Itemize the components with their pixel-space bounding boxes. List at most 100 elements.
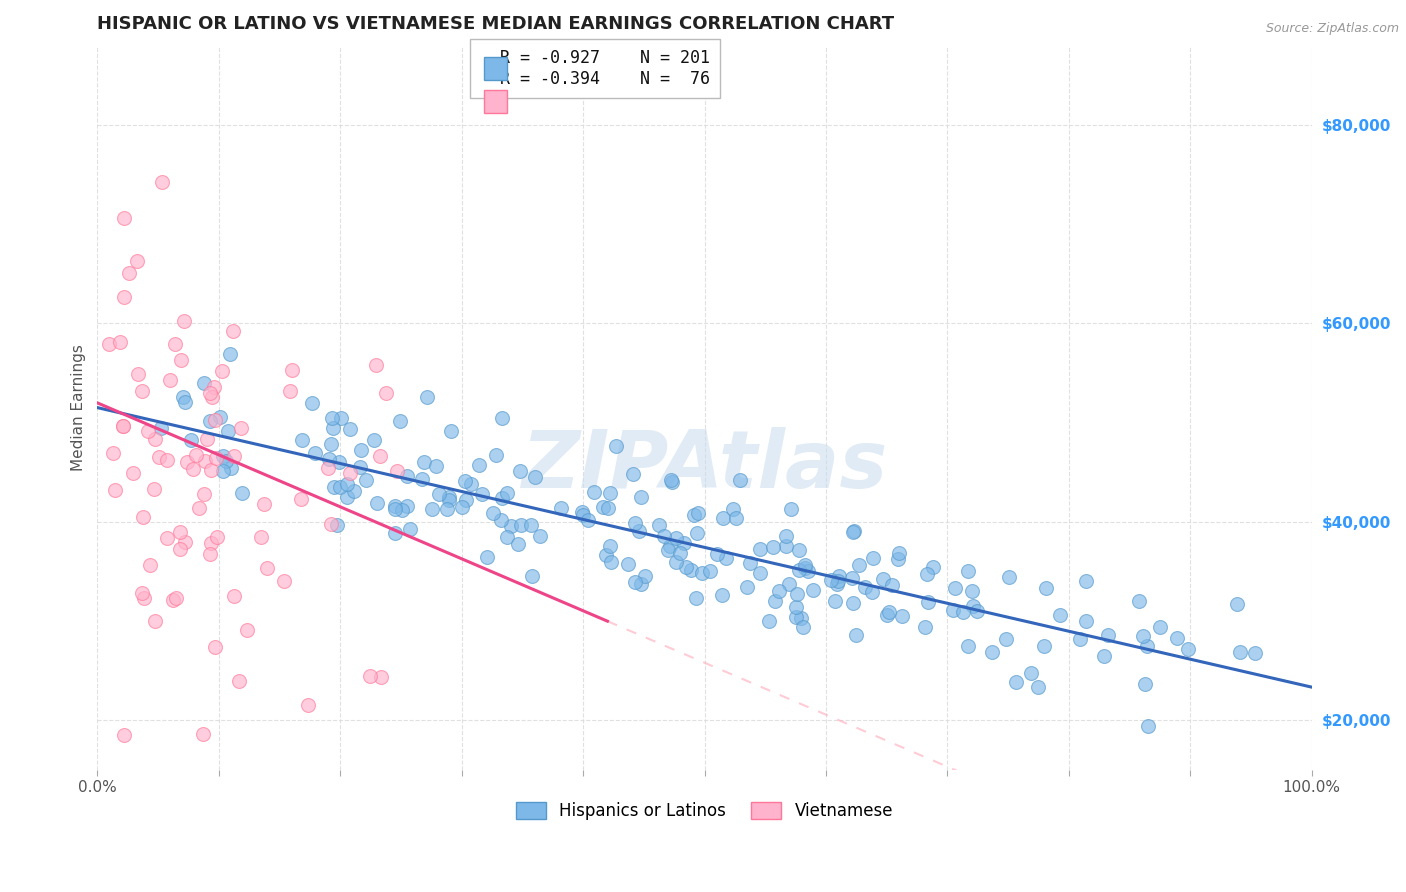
Text: Source: ZipAtlas.com: Source: ZipAtlas.com — [1265, 22, 1399, 36]
Point — [212, 449, 235, 463]
Point — [681, 563, 703, 577]
Point — [326, 518, 349, 533]
Point — [785, 600, 807, 615]
Point — [139, 558, 162, 573]
Point — [104, 483, 127, 497]
Point — [343, 484, 366, 499]
Point — [219, 347, 242, 361]
Point — [723, 502, 745, 516]
Point — [181, 462, 204, 476]
Point — [661, 475, 683, 489]
Point — [491, 491, 513, 505]
Point — [520, 517, 543, 532]
Point — [202, 380, 225, 394]
Point — [659, 473, 682, 487]
Point — [787, 563, 810, 577]
Point — [370, 450, 392, 464]
Point — [200, 547, 222, 561]
Point — [150, 421, 173, 435]
Point — [780, 502, 803, 516]
Point — [363, 433, 385, 447]
Point — [198, 386, 221, 401]
Point — [339, 422, 361, 436]
Point — [319, 517, 342, 532]
Point — [842, 524, 865, 539]
Point — [159, 373, 181, 387]
Point — [162, 592, 184, 607]
Point — [673, 536, 696, 550]
Point — [775, 539, 797, 553]
Point — [388, 414, 411, 428]
Point — [148, 450, 170, 464]
Point — [427, 487, 450, 501]
Point — [131, 384, 153, 398]
Point — [217, 424, 239, 438]
Point — [416, 390, 439, 404]
Point — [485, 448, 508, 462]
Point — [256, 561, 278, 575]
Point — [981, 644, 1004, 658]
Point — [827, 569, 849, 583]
Point — [786, 587, 808, 601]
Point — [336, 490, 359, 504]
Point — [111, 418, 134, 433]
Point — [174, 535, 197, 549]
Point — [1049, 608, 1071, 623]
Point — [350, 443, 373, 458]
Point — [862, 550, 884, 565]
Point — [339, 466, 361, 480]
Point — [917, 595, 939, 609]
Point — [450, 500, 472, 514]
Point — [686, 506, 709, 520]
Point — [165, 591, 187, 605]
Point — [844, 628, 866, 642]
Point — [956, 639, 979, 653]
Point — [396, 499, 419, 513]
Point — [219, 460, 242, 475]
Point — [205, 451, 228, 466]
Point — [224, 589, 246, 603]
Point — [686, 525, 709, 540]
Point — [1128, 594, 1150, 608]
Point — [960, 583, 983, 598]
Point — [572, 508, 595, 522]
Point — [956, 564, 979, 578]
Point — [150, 175, 173, 189]
Point — [112, 728, 135, 742]
Point — [143, 432, 166, 446]
Point — [221, 324, 243, 338]
Point — [366, 496, 388, 510]
Point — [827, 574, 849, 589]
Point — [860, 584, 883, 599]
Point — [391, 503, 413, 517]
Point — [425, 459, 447, 474]
Point — [173, 314, 195, 328]
Point — [962, 599, 984, 613]
Point — [768, 583, 790, 598]
Point — [396, 469, 419, 483]
Point — [236, 623, 259, 637]
Point — [489, 513, 512, 527]
Point — [1229, 645, 1251, 659]
Point — [664, 555, 686, 569]
Point — [131, 586, 153, 600]
Point — [201, 390, 224, 404]
Point — [460, 477, 482, 491]
Point — [187, 500, 209, 515]
Point — [1226, 597, 1249, 611]
Point — [942, 603, 965, 617]
Point — [112, 419, 135, 434]
Point — [1132, 629, 1154, 643]
Point — [706, 547, 728, 561]
Point — [253, 497, 276, 511]
Point — [231, 485, 253, 500]
Point — [725, 511, 748, 525]
Point — [794, 558, 817, 572]
Point — [118, 266, 141, 280]
Point — [1149, 620, 1171, 634]
Point — [790, 611, 813, 625]
Point — [454, 474, 477, 488]
Point — [599, 486, 621, 500]
Point — [966, 604, 988, 618]
Point — [550, 501, 572, 516]
